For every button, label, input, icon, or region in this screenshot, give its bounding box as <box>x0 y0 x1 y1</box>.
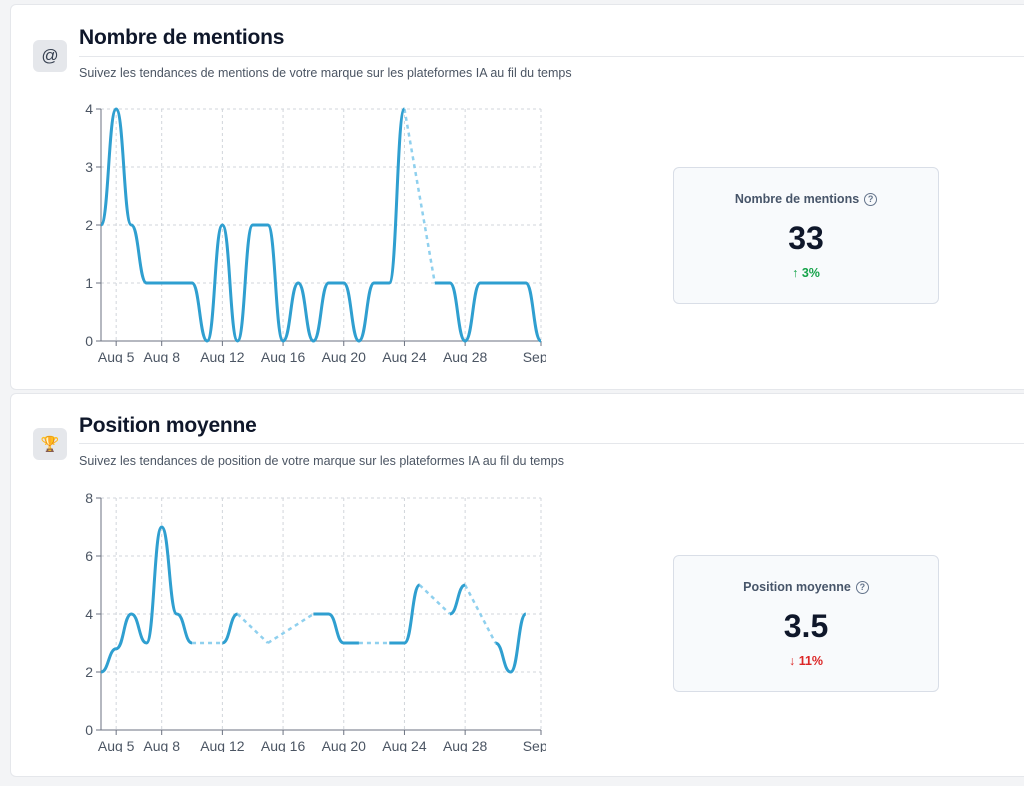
y-tick-label: 0 <box>85 333 93 349</box>
x-tick-label: Aug 24 <box>382 738 427 752</box>
x-tick-label: Aug 8 <box>143 738 180 752</box>
x-tick-label: Aug 8 <box>143 349 180 363</box>
at-sign-icon: @ <box>33 40 67 72</box>
position-card: 🏆 Position moyenne Suivez les tendances … <box>10 393 1024 777</box>
y-tick-label: 0 <box>85 722 93 738</box>
stat-label: Position moyenne ? <box>674 580 938 594</box>
position-stat-card: Position moyenne ? 3.5 ↓ 11% <box>673 555 939 692</box>
stat-label: Nombre de mentions ? <box>674 192 938 206</box>
position-stat-label: Position moyenne <box>743 580 851 594</box>
series-line <box>434 281 543 343</box>
series-line <box>100 525 193 674</box>
x-tick-label: Aug 16 <box>261 738 306 752</box>
series-line <box>221 612 239 645</box>
series-gap-connector <box>464 584 497 644</box>
mentions-stat-label: Nombre de mentions <box>734 192 860 206</box>
help-icon[interactable]: ? <box>855 580 869 594</box>
mentions-card: @ Nombre de mentions Suivez les tendance… <box>10 4 1024 390</box>
y-tick-label: 4 <box>85 101 93 117</box>
series-line <box>99 107 406 343</box>
mentions-subtitle: Suivez les tendances de mentions de votr… <box>79 66 572 80</box>
help-icon[interactable]: ? <box>864 192 878 206</box>
x-tick-label: Sep 2 <box>523 738 546 752</box>
y-tick-label: 6 <box>85 548 93 564</box>
x-tick-label: Aug 20 <box>322 738 367 752</box>
series-line <box>313 612 359 645</box>
x-tick-label: Aug 16 <box>261 349 306 363</box>
series-gap-connector <box>267 612 315 645</box>
mentions-title: Nombre de mentions <box>79 26 285 49</box>
y-tick-label: 4 <box>85 606 93 622</box>
series-line <box>494 612 528 674</box>
y-tick-label: 2 <box>85 664 93 680</box>
y-tick-label: 1 <box>85 275 93 291</box>
title-divider <box>79 443 1024 444</box>
series-line <box>449 583 466 616</box>
mentions-line-chart: 0 1 2 3 4 Aug 5 Aug 8 Aug 12 Aug 16 Aug 20 Aug 24 A… <box>85 101 546 363</box>
position-line-chart: 0 2 4 6 8 Aug 5 Aug 8 Aug 12 Aug 16 Aug 20 Aug 24 A… <box>85 490 546 752</box>
y-tick-label: 8 <box>85 490 93 506</box>
mentions-stat-value: 33 <box>788 220 824 256</box>
x-tick-label: Aug 12 <box>200 738 245 752</box>
series-gap-connector <box>403 108 437 284</box>
x-tick-label: Sep 2 <box>523 349 546 363</box>
x-tick-label: Aug 28 <box>443 349 488 363</box>
mentions-stat-change: ↑ 3% <box>792 266 820 280</box>
x-tick-label: Aug 24 <box>382 349 427 363</box>
x-tick-label: Aug 20 <box>322 349 367 363</box>
position-stat-value: 3.5 <box>783 608 829 644</box>
series-gap-connector <box>236 613 269 644</box>
x-tick-label: Aug 12 <box>200 349 245 363</box>
x-tick-label: Aug 5 <box>98 738 135 752</box>
position-stat-change: ↓ 11% <box>788 654 824 668</box>
y-tick-label: 3 <box>85 159 93 175</box>
y-tick-label: 2 <box>85 217 93 233</box>
series-gap-connector <box>418 584 451 615</box>
x-tick-label: Aug 5 <box>98 349 135 363</box>
mentions-stat-card: Nombre de mentions ? 33 ↑ 3% <box>673 167 939 304</box>
position-subtitle: Suivez les tendances de position de votr… <box>79 454 564 468</box>
title-divider <box>79 56 1024 57</box>
trophy-icon: 🏆 <box>33 428 67 460</box>
x-tick-label: Aug 28 <box>443 738 488 752</box>
series-line <box>389 583 422 645</box>
position-title: Position moyenne <box>79 414 257 437</box>
